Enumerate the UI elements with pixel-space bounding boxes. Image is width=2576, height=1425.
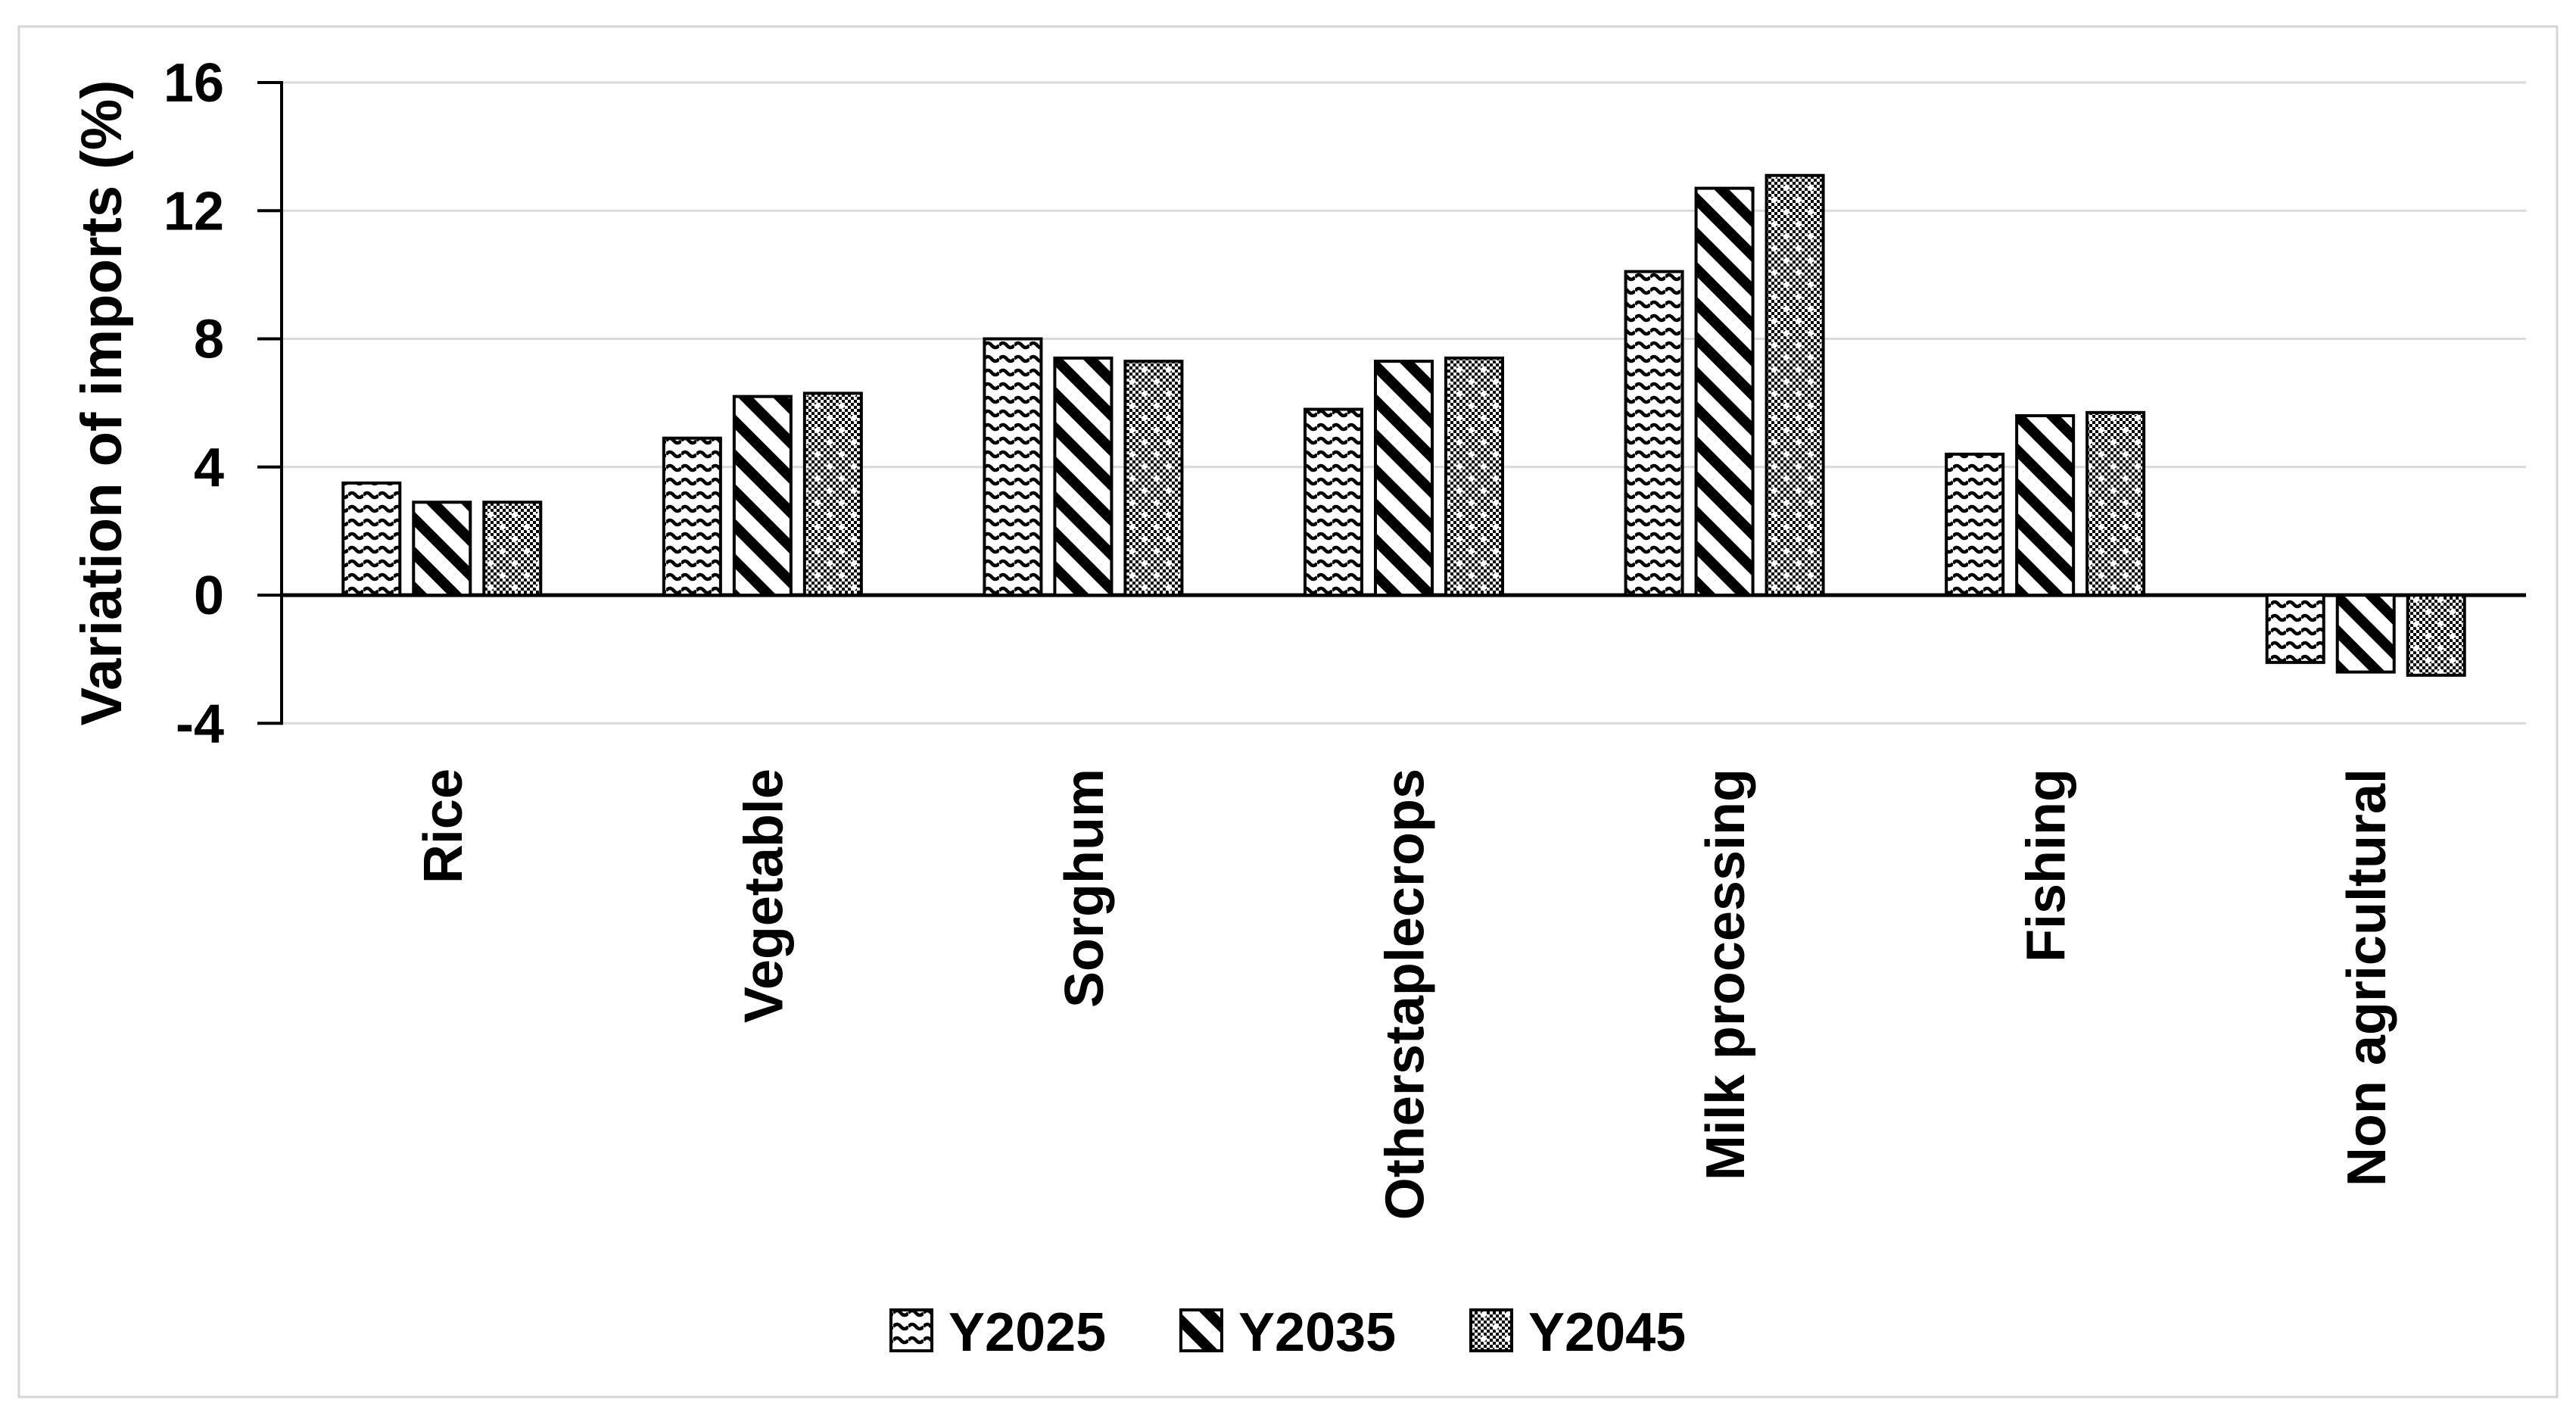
bar-y2045-milk-processing [1765,173,1825,597]
gridlines [282,81,2526,725]
y-axis-tick-label: 12 [164,181,224,242]
bar-y2045-sorghum [1123,360,1184,597]
legend-swatch-y2045 [1469,1308,1513,1352]
legend-label-y2035: Y2035 [1238,1302,1396,1363]
legend-item-y2035: Y2035 [1179,1302,1396,1363]
legend-item-y2045: Y2045 [1469,1302,1686,1363]
bar-y2035-non-agricultural [2335,594,2396,674]
bar-y2025-rice [341,481,402,597]
y-axis-title: Variation of imports (%) [70,80,134,726]
bar-y2045-vegetable [802,391,863,597]
bar-y2035-fishing [2015,414,2076,597]
category-label-vegetable: Vegetable [734,769,794,1023]
legend-label-y2025: Y2025 [948,1302,1106,1363]
legend-item-y2025: Y2025 [889,1302,1106,1363]
bar-y2035-milk-processing [1694,186,1755,597]
bar-y2025-sorghum [983,337,1043,597]
bars [341,173,2466,677]
bar-y2035-sorghum [1053,356,1114,597]
category-label-rice: Rice [413,769,474,884]
y-axis-tick-label: 16 [164,53,224,114]
bar-y2045-otherstaplecrops [1444,356,1504,597]
y-axis-tick-label: 0 [194,566,224,626]
bar-y2025-vegetable [662,436,722,597]
category-label-sorghum: Sorghum [1054,769,1115,1008]
legend-swatch-y2035 [1179,1308,1223,1352]
legend-swatch-y2025 [889,1308,933,1352]
bar-y2045-fishing [2085,410,2146,597]
y-axis-tick-label: -4 [176,694,224,754]
bar-y2025-otherstaplecrops [1304,407,1363,597]
bar-y2045-rice [482,500,543,597]
bar-y2045-non-agricultural [2406,594,2466,677]
bar-y2025-non-agricultural [2265,594,2325,664]
x-axis-labels: Rice Vegetable Sorghum Otherstaplecrops Milk… [413,769,2397,1220]
legend-label-y2045: Y2045 [1528,1302,1686,1363]
y-axis-tick-label: 8 [194,310,224,370]
bar-y2025-fishing [1945,452,2005,597]
bar-y2035-otherstaplecrops [1374,360,1434,597]
bar-y2025-milk-processing [1624,270,1684,597]
category-label-non-agricultural: Non agricultural [2337,769,2397,1186]
category-label-otherstaplecrops: Otherstaplecrops [1375,769,1436,1220]
y-axis-tick-label: 4 [194,438,224,498]
bar-y2035-rice [412,500,472,597]
category-label-fishing: Fishing [2017,769,2077,962]
category-label-milk-processing: Milk processing [1696,769,1756,1180]
legend: Y2025 Y2035 Y2045 [889,1302,1686,1363]
chart-border [17,25,2559,1398]
y-axis: 16 12 8 4 0 -4 [164,53,2526,754]
bar-y2035-vegetable [732,394,793,597]
